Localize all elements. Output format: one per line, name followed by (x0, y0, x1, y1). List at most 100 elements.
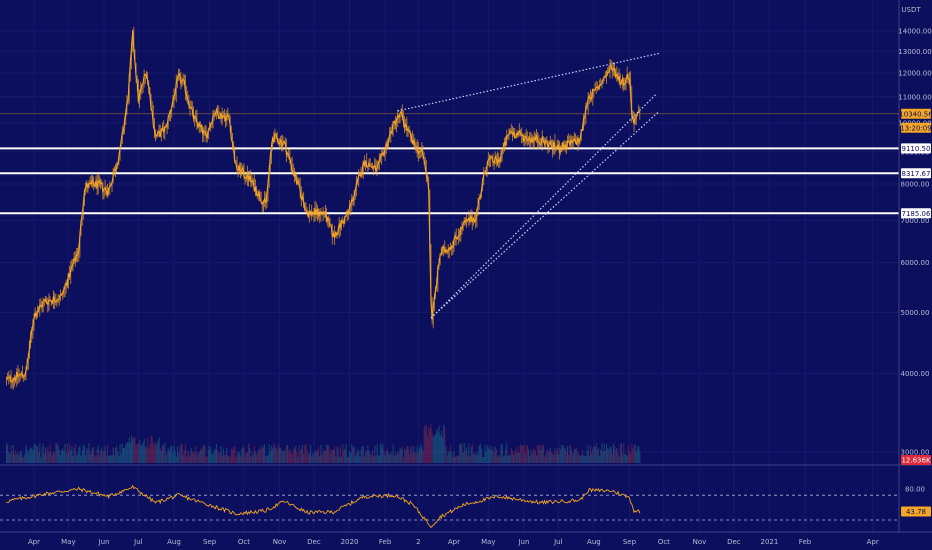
volume-bar (386, 448, 388, 463)
volume-bar (560, 449, 562, 463)
volume-bar (573, 449, 575, 463)
volume-bar (488, 449, 491, 463)
volume-bar (436, 429, 438, 463)
volume-bar (125, 444, 127, 463)
volume-bar (173, 445, 175, 463)
support-lines[interactable] (0, 113, 899, 215)
price-tick-label: 12000.00 (898, 70, 931, 78)
volume-bar (319, 456, 321, 463)
volume-bar (77, 453, 79, 463)
time-tick-label: Jun (517, 538, 529, 546)
volume-bar (23, 456, 25, 463)
volume-bar (311, 455, 313, 463)
volume-bar (485, 451, 487, 463)
volume-bar (18, 455, 20, 463)
volume-bar (401, 446, 403, 463)
volume-bar (511, 450, 514, 463)
volume-bar (503, 455, 506, 463)
volume-bar (153, 444, 156, 463)
volume-bar (618, 456, 620, 463)
volume-bar (530, 449, 532, 463)
volume-bar (404, 448, 406, 463)
volume-bar (175, 456, 177, 463)
volume-bar (355, 453, 357, 463)
volume-bar (86, 448, 88, 463)
volume-bar (620, 443, 623, 463)
volume-bar (494, 446, 496, 463)
volume-bar (251, 451, 253, 463)
volume-bar (497, 456, 499, 463)
volume-bar (514, 452, 516, 463)
volume-bar (636, 446, 639, 463)
support-level-tag-bg (901, 168, 931, 179)
volume-bar (619, 443, 621, 463)
volume-bar (89, 454, 91, 463)
volume-bar (321, 454, 323, 463)
volume-bar (209, 449, 211, 463)
time-axis[interactable]: Apr May Jun Jul Aug Sep Oct Nov Dec 2020 Feb 2 Apr Ma… (28, 538, 879, 546)
volume-bar (345, 444, 347, 463)
volume-bar (542, 444, 545, 463)
volume-bar (447, 451, 449, 463)
volume-bar (377, 454, 379, 463)
volume-bar (484, 444, 486, 463)
volume-bar (199, 448, 201, 463)
volume-bar (633, 445, 635, 463)
volume-bar (354, 456, 356, 463)
volume-bar (242, 446, 244, 463)
volume-bar (513, 454, 515, 463)
volume-bar (268, 443, 270, 463)
volume-bar (462, 452, 464, 463)
trend-line[interactable] (397, 52, 660, 112)
volume-bar (149, 444, 151, 463)
volume-bar (624, 454, 626, 463)
volume-tag-bg (901, 455, 931, 465)
volume-bar (597, 447, 600, 463)
volume-bar (578, 454, 580, 463)
volume-bar (475, 455, 477, 463)
volume-bar (119, 443, 121, 463)
trend-lines[interactable] (397, 52, 660, 319)
volume-bar (137, 443, 140, 463)
volume-bar (623, 443, 625, 463)
volume-bar (601, 443, 603, 463)
volume-bar (13, 454, 16, 463)
volume-bar (507, 456, 509, 463)
volume-bar (522, 444, 524, 463)
volume-bar (41, 447, 43, 463)
volume-bar (487, 447, 489, 463)
volume-bar (561, 445, 563, 463)
volume-bar (275, 447, 277, 463)
volume-bar (596, 449, 598, 463)
volume-bar (448, 451, 450, 463)
trend-line[interactable] (430, 94, 657, 319)
volume-bar (213, 450, 215, 463)
volume-bar (62, 448, 64, 463)
volume-bar (291, 454, 293, 463)
volume-bar (382, 443, 384, 463)
volume-bar (563, 447, 565, 463)
volume-bar (257, 452, 259, 463)
volume-bar (129, 442, 131, 463)
volume-bar (218, 453, 220, 463)
volume-bar (315, 449, 317, 463)
volume-bar (40, 456, 42, 463)
volume-bar (222, 448, 224, 463)
volume-bar (152, 442, 154, 463)
volume-bar (517, 446, 519, 463)
volume-bar (105, 456, 107, 463)
volume-bar (36, 445, 39, 463)
volume-bar (145, 447, 148, 463)
volume-bar (556, 448, 558, 463)
volume-bar (312, 453, 314, 463)
volume-bar (577, 452, 579, 463)
volume-bar (53, 452, 55, 463)
volume-bar (50, 451, 52, 463)
volume-bar (71, 446, 73, 463)
volume-bar (132, 439, 134, 463)
volume-bar (544, 456, 546, 463)
volume-bar (541, 445, 543, 463)
volume-bar (34, 443, 36, 463)
volume-bar (195, 446, 197, 463)
